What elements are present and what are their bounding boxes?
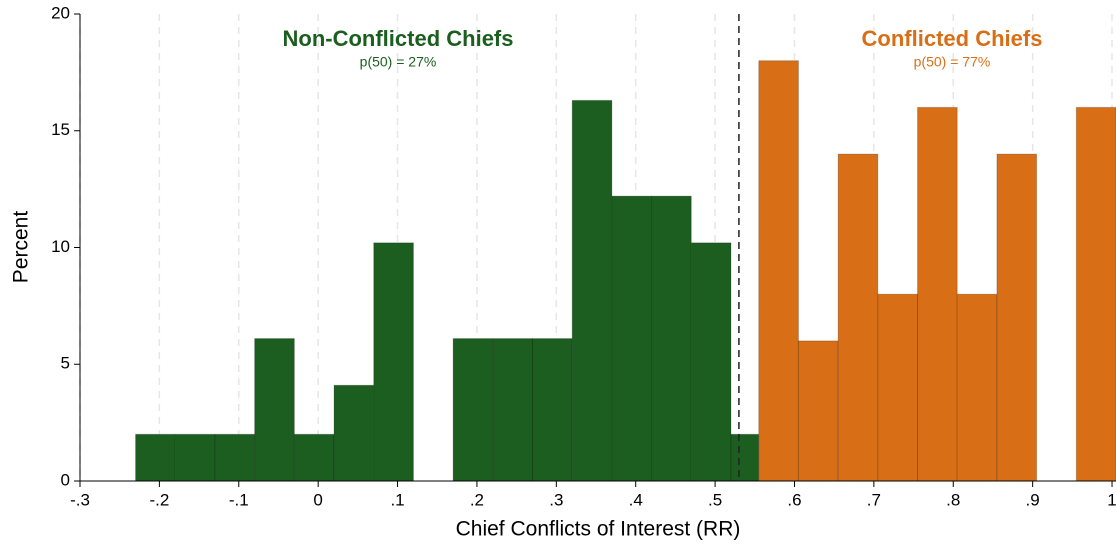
x-tick-label: .8: [946, 490, 960, 509]
bar: [254, 338, 295, 482]
bar: [956, 293, 998, 482]
x-tick-label: .2: [470, 490, 484, 509]
y-tick-label: 15: [51, 120, 70, 139]
bar: [174, 433, 216, 482]
x-tick-label: .3: [549, 490, 563, 509]
y-tick-label: 10: [51, 237, 70, 256]
y-axis-title: Percent: [10, 211, 33, 284]
bar: [917, 106, 958, 482]
x-tick-label: 0: [313, 490, 322, 509]
bar: [837, 153, 879, 482]
x-tick-label: .9: [1026, 490, 1040, 509]
x-tick-label: -.2: [149, 490, 169, 509]
series-note: p(50) = 77%: [914, 54, 991, 70]
bar: [135, 433, 176, 482]
series-note: p(50) = 27%: [360, 54, 437, 70]
x-tick-label: .4: [629, 490, 643, 509]
bar: [690, 242, 732, 482]
y-tick-label: 5: [61, 354, 70, 373]
bar: [996, 153, 1038, 482]
bar: [1075, 106, 1116, 482]
x-tick-label: .6: [787, 490, 801, 509]
bar: [333, 384, 375, 482]
bar: [758, 60, 799, 482]
bar: [214, 433, 256, 482]
y-tick-label: 0: [61, 470, 70, 489]
bar: [571, 99, 613, 482]
bar: [797, 340, 839, 482]
x-tick-label: -.3: [70, 490, 90, 509]
bar: [730, 433, 760, 482]
bar: [373, 242, 414, 482]
bar: [611, 195, 653, 482]
x-tick-label: .7: [867, 490, 881, 509]
series-label: Conflicted Chiefs: [862, 26, 1043, 51]
bar: [532, 338, 573, 482]
x-tick-label: .1: [390, 490, 404, 509]
series-label: Non-Conflicted Chiefs: [283, 26, 514, 51]
x-tick-label: 1: [1107, 490, 1116, 509]
y-tick-label: 20: [51, 3, 70, 22]
bar: [877, 293, 919, 482]
x-axis-title: Chief Conflicts of Interest (RR): [456, 518, 741, 541]
bar: [651, 195, 692, 482]
bar: [452, 338, 494, 482]
bar: [293, 433, 335, 482]
x-tick-label: .5: [708, 490, 722, 509]
bar: [492, 338, 534, 482]
x-tick-label: -.1: [229, 490, 249, 509]
